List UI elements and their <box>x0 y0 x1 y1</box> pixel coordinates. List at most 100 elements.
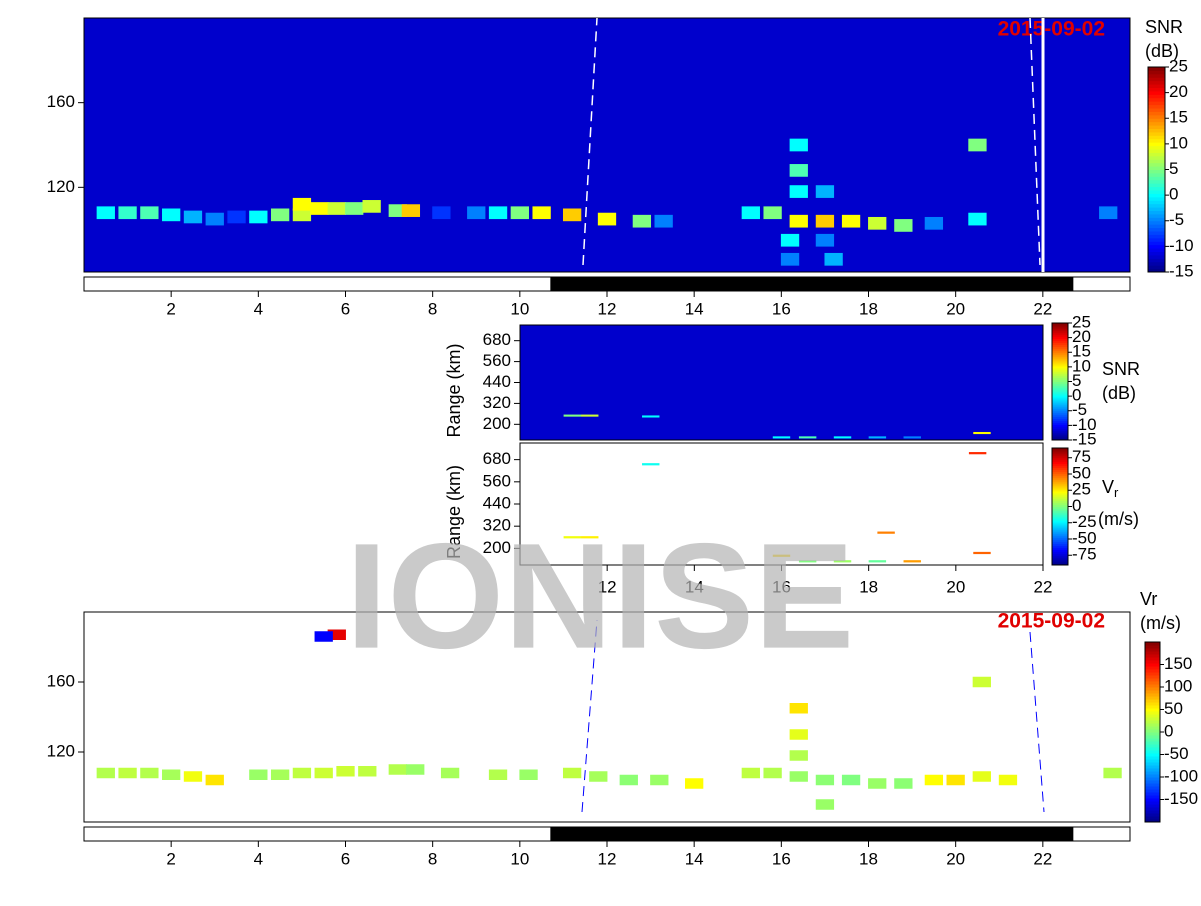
date-label: 2015-09-02 <box>998 610 1105 633</box>
colorbar-step <box>1148 152 1165 157</box>
colorbar-step <box>1148 231 1165 235</box>
colorbar-step <box>1052 471 1068 474</box>
colorbar-step <box>1052 555 1068 558</box>
echo-cell <box>789 185 808 198</box>
colorbar-step <box>1145 819 1160 823</box>
echo-cell <box>877 531 895 534</box>
colorbar-step <box>1145 720 1160 724</box>
colorbar-step <box>1148 193 1165 198</box>
colorbar-tick-label: 20 <box>1072 327 1091 346</box>
colorbar-tick-label: 25 <box>1169 56 1188 75</box>
echo-cell <box>619 774 638 786</box>
echo-cell <box>140 206 159 220</box>
echo-cell <box>270 769 290 780</box>
colorbar-step <box>1145 678 1160 682</box>
colorbar-tick-label: 0 <box>1169 185 1178 204</box>
colorbar-label: Vr <box>1140 589 1157 609</box>
colorbar-step <box>1052 498 1068 502</box>
colorbar-step <box>1052 362 1068 365</box>
colorbar-unit: (m/s) <box>1098 509 1139 529</box>
colorbar-step <box>1145 699 1160 703</box>
colorbar-step <box>1052 436 1068 439</box>
colorbar-step <box>1052 473 1068 476</box>
colorbar-tick-label: 50 <box>1072 463 1091 482</box>
colorbar-step <box>1148 213 1165 218</box>
echo-cell <box>833 436 852 439</box>
colorbar-tick-label: 150 <box>1164 654 1192 673</box>
colorbar-step <box>1052 504 1068 507</box>
colorbar-step <box>1052 402 1068 406</box>
echo-cell <box>510 206 529 220</box>
plot-background <box>84 18 1130 272</box>
echo-cell <box>140 767 159 779</box>
echo-cell <box>763 206 782 220</box>
echo-cell <box>789 729 808 740</box>
colorbar-label-sub: r <box>1114 485 1119 500</box>
terminator-lines <box>581 17 1045 813</box>
colorbar-step <box>1145 657 1160 661</box>
colorbar-step <box>1145 726 1160 730</box>
colorbar-step <box>1145 648 1160 652</box>
colorbar-step <box>1052 490 1068 494</box>
echo-cell <box>581 536 599 539</box>
colorbar-step <box>1148 227 1165 232</box>
echo-cell <box>563 536 582 539</box>
colorbar-step <box>1145 777 1160 781</box>
echo-cell <box>314 631 333 642</box>
colorbar-step <box>1052 479 1068 482</box>
plot-background <box>520 443 1043 565</box>
colorbar-step <box>1148 121 1165 126</box>
echo-cell <box>227 210 246 224</box>
colorbar-step <box>1052 561 1068 564</box>
echo-cell <box>406 764 425 775</box>
colorbar-step <box>1052 453 1068 457</box>
colorbar-step <box>1052 397 1068 400</box>
echo-cell <box>183 210 203 224</box>
colorbar-step <box>1052 481 1068 484</box>
echo-cell <box>589 771 608 782</box>
colorbar-step <box>1148 149 1165 153</box>
y-tick-label: 440 <box>483 372 511 391</box>
colorbar-step <box>1052 342 1068 345</box>
colorbar-step <box>1148 268 1165 273</box>
colorbar-label-main: V <box>1102 477 1114 497</box>
colorbar-step <box>1145 765 1160 769</box>
echo-cell <box>868 560 887 563</box>
colorbar-step <box>1148 104 1165 109</box>
colorbar-step <box>1052 541 1068 545</box>
x-tick-label: 16 <box>772 299 791 318</box>
colorbar-step <box>1052 549 1068 552</box>
colorbar-step <box>1052 336 1068 340</box>
colorbar-step <box>1052 502 1068 506</box>
colorbar-step <box>1148 179 1165 184</box>
colorbar-tick-label: 100 <box>1164 676 1192 695</box>
echo-cell <box>772 436 791 439</box>
colorbar-step <box>1052 545 1068 548</box>
echo-cell <box>841 214 861 228</box>
x-tick-label: 4 <box>254 849 263 868</box>
colorbar-step <box>1052 438 1068 441</box>
colorbar-tick-label: 0 <box>1072 496 1081 515</box>
echo-cell <box>789 138 808 152</box>
echo-cell <box>597 212 617 226</box>
colorbar-step <box>1145 753 1160 757</box>
colorbar-step <box>1052 459 1068 463</box>
colorbar-step <box>1052 496 1068 500</box>
echo-cell <box>815 185 835 198</box>
colorbar-step <box>1052 334 1068 338</box>
echo-cell <box>815 214 835 228</box>
colorbar-step <box>1052 485 1068 488</box>
echo-cell <box>292 208 312 222</box>
colorbar-step <box>1145 756 1160 760</box>
x-tick-label: 16 <box>772 849 791 868</box>
colorbar-step <box>1052 371 1068 375</box>
echo-cell <box>488 206 508 220</box>
colorbar-step <box>1052 524 1068 527</box>
colorbar-step <box>1052 348 1068 351</box>
colorbar-step <box>1148 84 1165 88</box>
colorbar-step <box>1148 111 1165 116</box>
colorbar-step <box>1052 508 1068 511</box>
colorbar-step <box>1145 804 1160 808</box>
colorbar-step <box>1052 360 1068 363</box>
echo-cell <box>327 629 346 640</box>
